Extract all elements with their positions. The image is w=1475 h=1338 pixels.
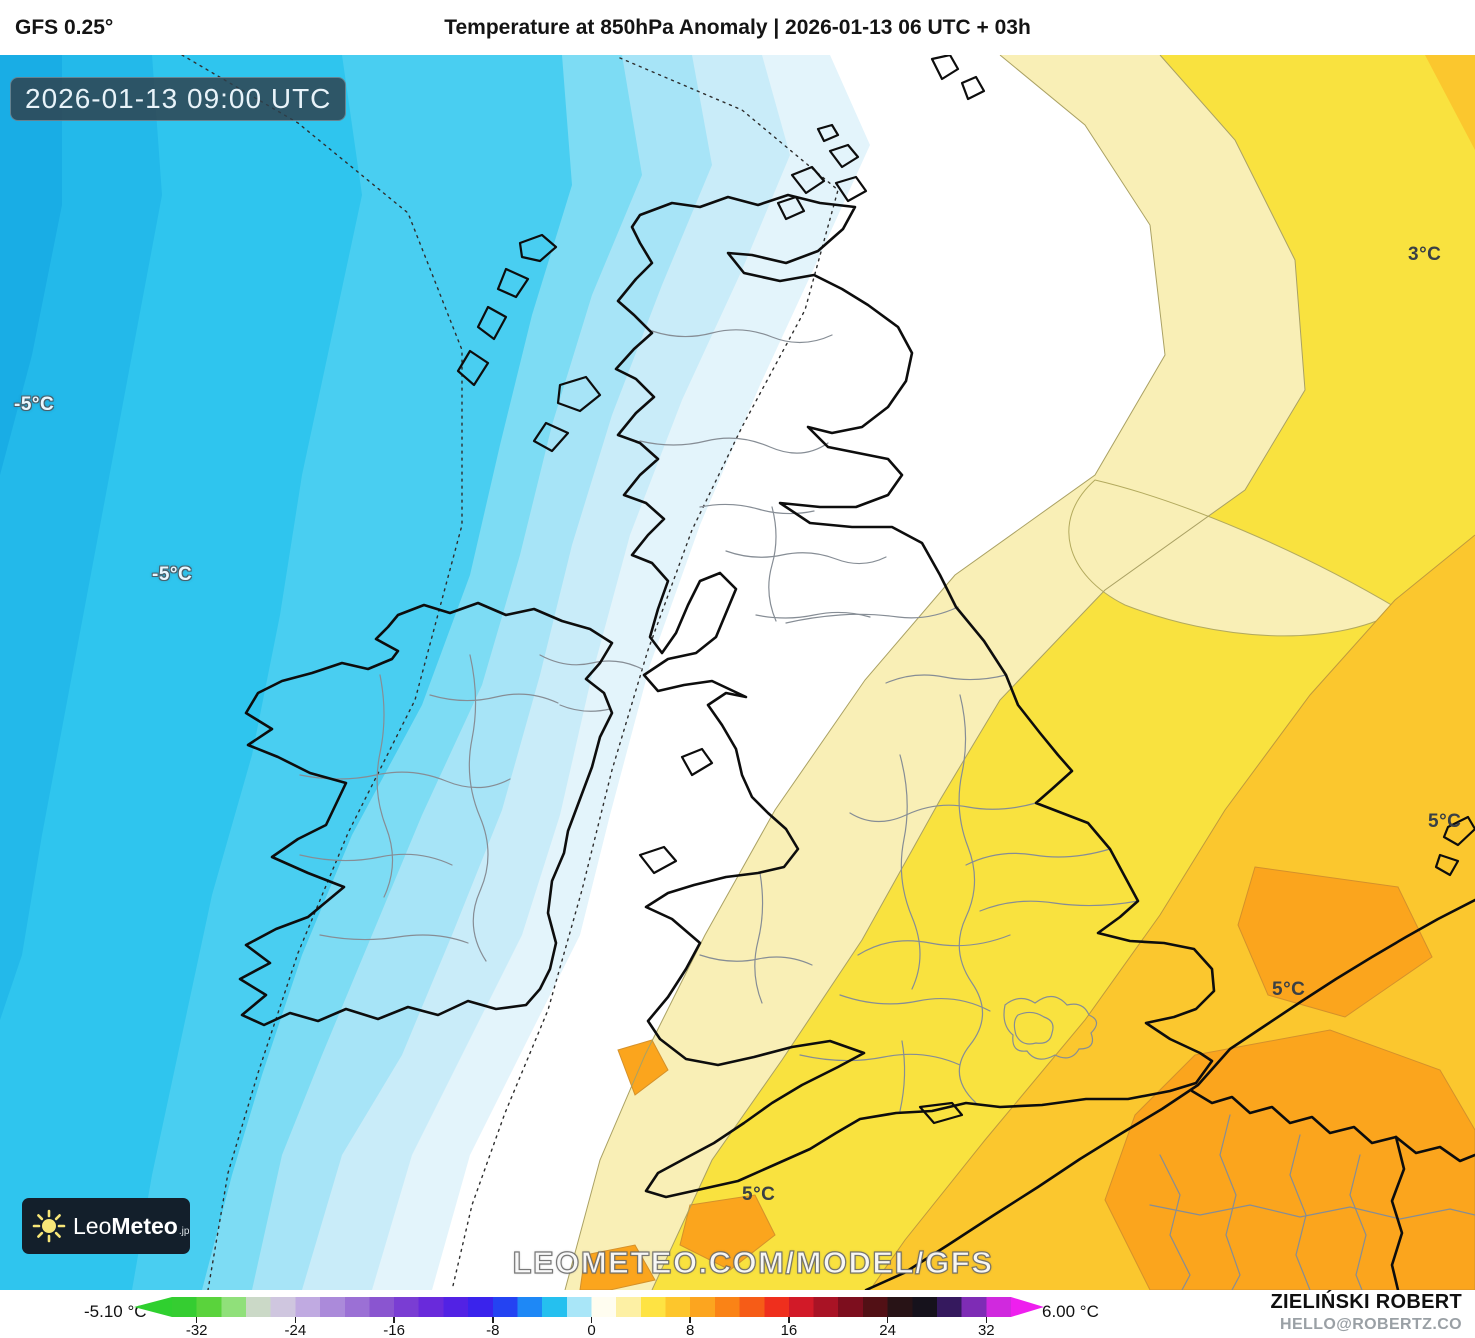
colorbar-tick: [294, 1317, 297, 1323]
header-bar: GFS 0.25° Temperature at 850hPa Anomaly …: [0, 0, 1475, 55]
country-border: [1190, 1089, 1475, 1163]
weather-map: 2026-01-13 09:00 UTC -5°C -5°C 3°C 5°C 5°C 5°…: [0, 55, 1475, 1290]
map-temp-label: 5°C: [742, 1184, 776, 1205]
map-temp-label: 5°C: [1428, 811, 1462, 832]
island-outlines: [456, 55, 1475, 1125]
map-svg: [0, 55, 1475, 1290]
credits-email: HELLO@ROBERTZ.CO: [1280, 1316, 1462, 1333]
country-border-south: [1390, 1135, 1406, 1290]
logo-suffix: .jp: [178, 1225, 190, 1237]
warm-anomaly-bands: [564, 55, 1475, 1290]
colorbar-tick: [886, 1317, 889, 1323]
map-temp-label: -5°C: [14, 394, 55, 415]
colorbar-tick: [985, 1317, 988, 1323]
colorbar-tick: [590, 1317, 593, 1323]
coastline-ireland: [238, 601, 614, 1027]
colorbar-gradient: [172, 1297, 1011, 1317]
colorbar-tick: [788, 1317, 790, 1323]
colorbar-tick: [492, 1317, 494, 1323]
credits: ZIELIŃSKI ROBERT HELLO@ROBERTZ.CO: [1271, 1291, 1462, 1334]
colorbar-tick-label: -32: [185, 1322, 208, 1338]
colorbar-tick-label: 8: [686, 1322, 695, 1338]
colorbar-tick-label: 0: [587, 1322, 596, 1338]
colorbar-tick: [689, 1317, 691, 1323]
london-boundary-cluster: [1003, 995, 1098, 1060]
colorbar-max-label: 6.00 °C: [1042, 1302, 1099, 1321]
page-title: Temperature at 850hPa Anomaly | 2026-01-…: [444, 15, 1031, 39]
logo-bold: Meteo: [111, 1212, 178, 1239]
colorbar-tick-label: -8: [486, 1322, 500, 1338]
coastline-continent: [864, 898, 1475, 1290]
map-temp-label: 3°C: [1408, 244, 1442, 265]
sun-icon: [32, 1209, 66, 1243]
colorbar-tick-label: -24: [284, 1322, 307, 1338]
colorbar-min-label: -5.10 °C: [84, 1302, 147, 1321]
coastlines: [238, 55, 1475, 1290]
contour-lines: [181, 55, 839, 1290]
colorbar-tick-label: 32: [977, 1322, 995, 1338]
leometeo-wordmark: LeoMeteo.jp: [73, 1213, 189, 1240]
colorbar-tick-label: 16: [780, 1322, 798, 1338]
credits-name: ZIELIŃSKI ROBERT: [1270, 1291, 1462, 1313]
colorbar-right-arrow: [1011, 1297, 1044, 1317]
coastline-great-britain: [614, 193, 1216, 1199]
map-temp-label: 5°C: [1272, 979, 1306, 1000]
colorbar-tick-label: 24: [879, 1322, 896, 1338]
cold-anomaly-bands: [0, 55, 870, 1290]
leometeo-logo: LeoMeteo.jp: [22, 1198, 190, 1254]
timestamp-badge: 2026-01-13 09:00 UTC: [10, 77, 347, 121]
admin-boundaries: [299, 329, 1475, 1290]
colorbar-ticks: -32 -24 -16 -8 0 8 16 24 32: [172, 1290, 1011, 1338]
colorbar-tick-label: -16: [383, 1322, 405, 1338]
map-temp-label: -5°C: [152, 564, 193, 585]
colorbar-tick: [195, 1317, 198, 1323]
colorbar-tick: [393, 1317, 395, 1323]
colorbar-left-arrow: [134, 1297, 172, 1317]
watermark-url: LEOMETEO.COM/MODEL/GFS: [512, 1244, 994, 1280]
footer-bar: -5.10 °C -32 -24 -16 -8 0 8 16 24 32 6.00 °C ZIE…: [0, 1290, 1475, 1338]
model-label: GFS 0.25°: [15, 15, 114, 39]
logo-prefix: Leo: [73, 1212, 112, 1239]
